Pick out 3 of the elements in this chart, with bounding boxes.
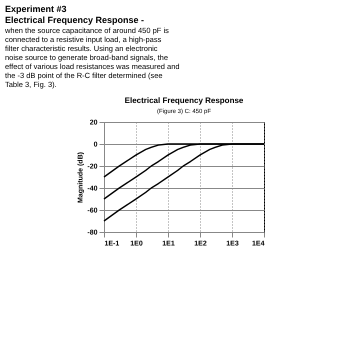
text: Experiment #3 bbox=[5, 4, 67, 14]
text: Electrical Frequency Response - bbox=[5, 15, 144, 25]
chart-title: Electrical Frequency Response bbox=[124, 96, 244, 105]
